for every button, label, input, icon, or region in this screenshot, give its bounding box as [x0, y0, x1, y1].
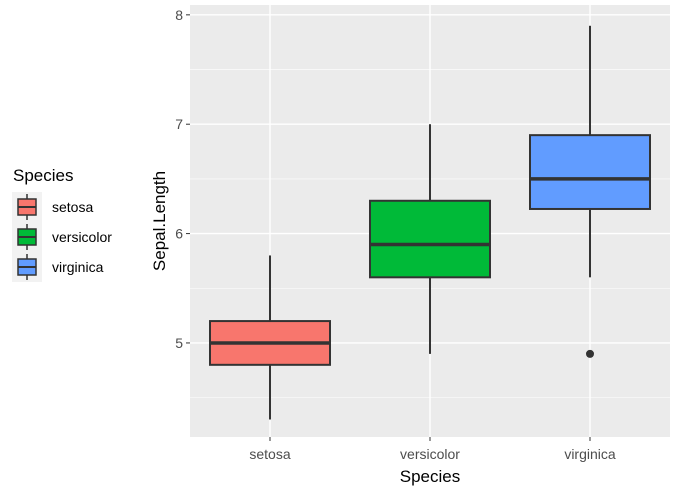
y-tick-label: 7: [175, 116, 183, 132]
box-iqr: [369, 199, 491, 279]
x-tick-label: versicolor: [400, 446, 460, 462]
box-iqr: [529, 134, 651, 210]
y-tick-label: 8: [175, 7, 183, 23]
x-axis-label: Species: [400, 467, 460, 486]
y-tick-label: 5: [175, 335, 183, 351]
x-tick-label: setosa: [249, 446, 290, 462]
box-virginica: [529, 25, 651, 358]
x-tick-label: virginica: [564, 446, 616, 462]
outlier-point: [586, 349, 594, 358]
legend: Species setosa versicolor virginica: [12, 166, 112, 282]
legend-title: Species: [13, 166, 73, 185]
box-versicolor: [369, 124, 491, 354]
legend-item-virginica: virginica: [12, 252, 104, 282]
y-axis-label: Sepal.Length: [150, 171, 169, 271]
box-setosa: [209, 255, 331, 420]
legend-label: virginica: [52, 259, 104, 275]
legend-label: versicolor: [52, 229, 112, 245]
legend-item-versicolor: versicolor: [12, 222, 112, 252]
legend-label: setosa: [52, 199, 93, 215]
legend-item-setosa: setosa: [12, 192, 93, 222]
y-tick-label: 6: [175, 226, 183, 242]
